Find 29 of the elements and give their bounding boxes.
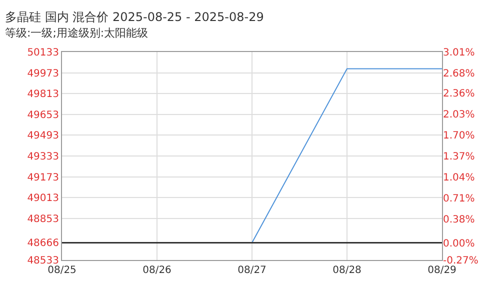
chart-subtitle: 等级:一级;用途级别:太阳能级 [5, 26, 148, 40]
y-tick-label: 48853 [27, 214, 59, 225]
y2-tick-label: 1.70% [443, 130, 475, 142]
x-tick-label: 08/29 [428, 265, 456, 276]
y2-tick-label: 2.36% [443, 88, 475, 100]
y-tick-label: 48666 [27, 238, 59, 250]
y-tick-label: 48533 [27, 256, 59, 266]
y2-tick-label: 1.37% [443, 152, 475, 162]
chart-title: 多晶硅 国内 混合价 2025-08-25 - 2025-08-29 [5, 10, 264, 24]
y2-tick-label: 0.00% [443, 238, 475, 250]
y-tick-label: 49973 [27, 68, 59, 80]
y2-tick-label: 0.71% [443, 193, 475, 204]
y2-tick-label: -0.27% [443, 256, 478, 266]
y2-tick-label: 1.04% [443, 172, 475, 184]
y2-tick-label: 2.03% [443, 110, 475, 121]
y-tick-label: 49333 [27, 152, 59, 162]
y2-tick-label: 2.68% [443, 68, 475, 80]
y2-tick-label: 3.01% [443, 48, 475, 58]
y2-tick-label: 0.38% [443, 214, 475, 226]
x-tick-label: 08/28 [332, 265, 362, 276]
y-tick-label: 49173 [27, 172, 59, 184]
x-tick-label: 08/26 [142, 265, 172, 276]
x-tick-label: 08/25 [48, 265, 76, 276]
y-tick-label: 49493 [27, 130, 59, 142]
y-tick-label: 49813 [27, 89, 59, 100]
y-tick-label: 50133 [27, 48, 59, 58]
x-tick-label: 08/27 [238, 265, 266, 276]
y-tick-label: 49653 [27, 110, 59, 121]
y-tick-label: 49013 [27, 193, 59, 204]
